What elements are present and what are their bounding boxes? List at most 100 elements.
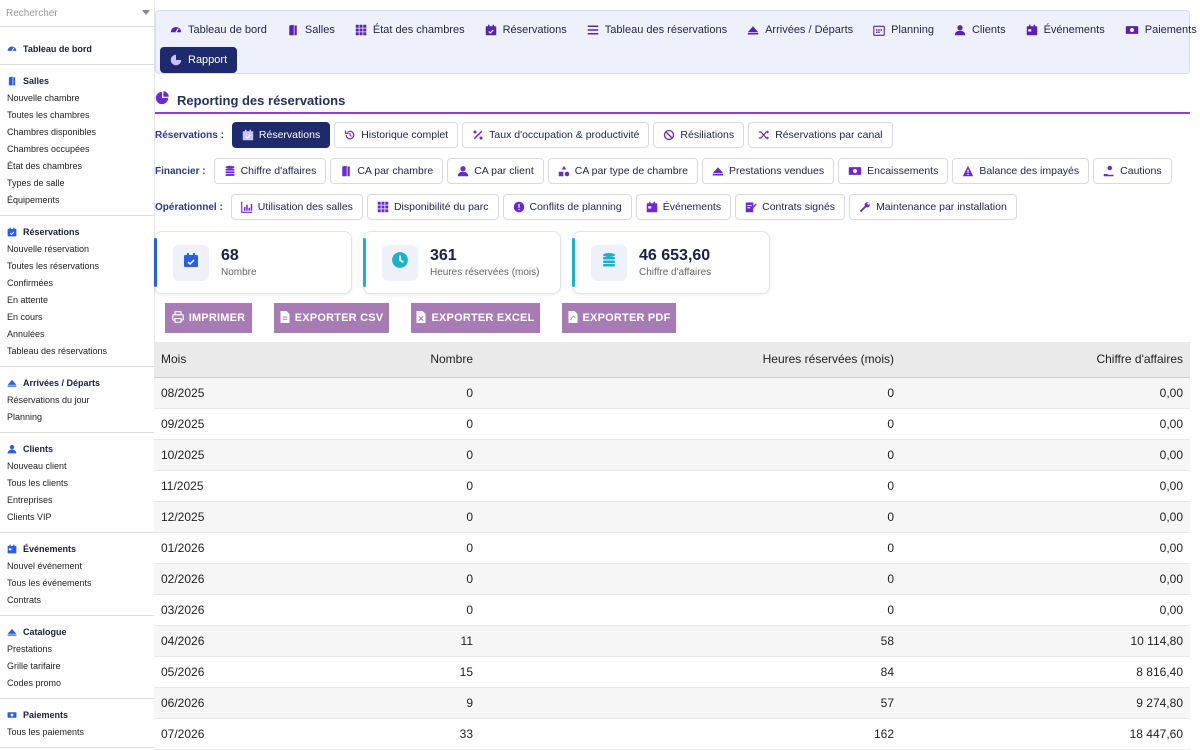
kpi-value: 46 653,60 <box>639 247 711 264</box>
sidebar-heading-label: Paiements <box>23 710 69 720</box>
column-header-mois[interactable]: Mois <box>154 342 334 378</box>
report-tab-ca-par-type-de-chambre[interactable]: CA par type de chambre <box>547 158 698 184</box>
sidebar-item-entreprises[interactable]: Entreprises <box>7 495 53 505</box>
sidebar-item-contrats[interactable]: Contrats <box>7 595 42 605</box>
cell-revenue: 0,00 <box>901 594 1190 626</box>
report-tab-ca-par-client[interactable]: CA par client <box>447 158 544 184</box>
sidebar-item-nouveau-client[interactable]: Nouveau client <box>7 461 67 471</box>
report-tab-disponibilite-du-parc[interactable]: Disponibilité du parc <box>366 194 499 220</box>
sidebar-item-etat-des-chambres[interactable]: État des chambres <box>7 161 83 171</box>
report-tab-taux-d-occupation-productivite[interactable]: Taux d'occupation & productivité <box>462 122 650 148</box>
sidebar-item-nouvelle-chambre[interactable]: Nouvelle chambre <box>7 93 80 103</box>
sidebar-item-toutes-les-reservations[interactable]: Toutes les réservations <box>7 261 100 271</box>
report-tab-ca-par-chambre[interactable]: CA par chambre <box>330 158 444 184</box>
sidebar-heading-label: Clients <box>23 444 54 454</box>
sidebar-item-tous-les-evenements[interactable]: Tous les événements <box>7 578 92 588</box>
export-csv-button[interactable]: EXPORTER CSV <box>274 303 389 333</box>
sidebar-item-planning[interactable]: Planning <box>7 412 43 422</box>
shapes-icon <box>558 165 570 177</box>
sidebar-item-prestations[interactable]: Prestations <box>7 644 53 654</box>
sidebar-group-catalogue: Catalogue Prestations Grille tarifaire Code… <box>0 616 154 699</box>
table-row: 04/2026 11 58 10 114,80 <box>154 625 1190 657</box>
cell-count: 15 <box>334 656 480 688</box>
report-tab-resiliations[interactable]: Résiliations <box>653 122 745 148</box>
calendar-grid-icon <box>873 24 885 36</box>
report-tab-historique-complet[interactable]: Historique complet <box>334 122 459 148</box>
sidebar-heading-tableau-de-bord[interactable]: Tableau de bord <box>0 41 154 58</box>
nav-arrivees-departs[interactable]: Arrivées / Départs <box>737 17 863 43</box>
nav-tableau-des-reservations[interactable]: Tableau des réservations <box>577 17 737 43</box>
export-pdf-label: EXPORTER PDF <box>582 312 671 324</box>
sidebar-heading-catalogue[interactable]: Catalogue <box>0 624 154 641</box>
report-tab-encaissements[interactable]: Encaissements <box>838 158 949 184</box>
nav-rapport[interactable]: Rapport <box>160 47 238 73</box>
sidebar-item-codes-promo[interactable]: Codes promo <box>7 678 62 688</box>
sidebar-item-clients-vip[interactable]: Clients VIP <box>7 512 52 522</box>
sidebar-item-tous-les-clients[interactable]: Tous les clients <box>7 478 69 488</box>
sidebar-heading-salles[interactable]: Salles <box>0 73 154 90</box>
sidebar-item-annulees[interactable]: Annulées <box>7 329 45 339</box>
report-tab-contrats-signes[interactable]: Contrats signés <box>735 194 846 220</box>
table-row: 11/2025 0 0 0,00 <box>154 470 1190 502</box>
cell-month: 03/2026 <box>154 594 334 626</box>
cell-count: 0 <box>334 594 480 626</box>
sidebar-item-toutes-les-chambres[interactable]: Toutes les chambres <box>7 110 90 120</box>
sidebar-item-equipements[interactable]: Équipements <box>7 195 60 205</box>
nav-tableau-de-bord[interactable]: Tableau de bord <box>160 17 277 43</box>
sidebar-item-nouvelle-reservation[interactable]: Nouvelle réservation <box>7 244 90 254</box>
cell-revenue: 0,00 <box>901 563 1190 595</box>
column-header-nombre[interactable]: Nombre <box>334 342 480 378</box>
sidebar-item-chambres-occupees[interactable]: Chambres occupées <box>7 144 90 154</box>
nav-paiements[interactable]: Paiements <box>1115 17 1200 43</box>
sidebar-item-en-cours[interactable]: En cours <box>7 312 43 322</box>
sidebar-heading-clients[interactable]: Clients <box>0 441 154 458</box>
cell-count: 11 <box>334 625 480 657</box>
kpi-card-nombre: 68 Nombre <box>154 231 352 294</box>
nav-clients[interactable]: Clients <box>944 17 1016 43</box>
sidebar-item-chambres-disponibles[interactable]: Chambres disponibles <box>7 127 97 137</box>
print-button[interactable]: IMPRIMER <box>165 303 252 333</box>
sidebar-item-types-de-salle[interactable]: Types de salle <box>7 178 65 188</box>
search-input[interactable]: Rechercher <box>0 0 154 27</box>
nav-label: État des chambres <box>372 24 465 36</box>
eject-icon <box>747 24 759 36</box>
column-header-heures[interactable]: Heures réservées (mois) <box>480 342 901 378</box>
sidebar-heading-arrivees-departs[interactable]: Arrivées / Départs <box>0 375 154 392</box>
report-tab-reservations[interactable]: Réservations <box>231 122 331 148</box>
chevron-down-icon[interactable] <box>142 10 150 15</box>
export-pdf-button[interactable]: EXPORTER PDF <box>562 303 676 333</box>
report-tab-utilisation-des-salles[interactable]: Utilisation des salles <box>230 194 363 220</box>
nav-etat-des-chambres[interactable]: État des chambres <box>345 17 475 43</box>
sidebar-item-en-attente[interactable]: En attente <box>7 295 49 305</box>
nav-label: Rapport <box>188 54 228 66</box>
report-tab-evenements[interactable]: Événements <box>635 194 732 220</box>
sidebar-item-confirmees[interactable]: Confirmées <box>7 278 54 288</box>
nav-planning[interactable]: Planning <box>863 17 944 43</box>
nav-reservations[interactable]: Réservations <box>475 17 577 43</box>
cell-count: 33 <box>334 718 480 750</box>
sidebar-heading-paiements[interactable]: Paiements <box>0 707 154 724</box>
sidebar-heading-reservations[interactable]: Réservations <box>0 224 154 241</box>
sidebar-item-tableau-des-reservations[interactable]: Tableau des réservations <box>7 346 108 356</box>
door-icon <box>287 24 299 36</box>
eject-icon <box>7 627 17 637</box>
sidebar-item-nouvel-evenement[interactable]: Nouvel événement <box>7 561 83 571</box>
report-tab-conflits-de-planning[interactable]: Conflits de planning <box>502 194 632 220</box>
sidebar-item-grille-tarifaire[interactable]: Grille tarifaire <box>7 661 61 671</box>
report-tab-label: Encaissements <box>867 165 939 177</box>
sidebar-item-tous-les-paiements[interactable]: Tous les paiements <box>7 727 85 737</box>
cell-revenue: 10 114,80 <box>901 625 1190 657</box>
sidebar-heading-evenements[interactable]: Événements <box>0 541 154 558</box>
report-tab-prestations-vendues[interactable]: Prestations vendues <box>701 158 835 184</box>
report-tab-cautions[interactable]: Cautions <box>1093 158 1172 184</box>
nav-evenements[interactable]: Événements <box>1016 17 1115 43</box>
report-tab-chiffre-d-affaires[interactable]: Chiffre d'affaires <box>213 158 327 184</box>
cell-count: 0 <box>334 377 480 409</box>
column-header-ca[interactable]: Chiffre d'affaires <box>901 342 1190 378</box>
report-tab-reservations-par-canal[interactable]: Réservations par canal <box>748 122 893 148</box>
sidebar-item-reservations-du-jour[interactable]: Réservations du jour <box>7 395 90 405</box>
report-tab-maintenance-par-installation[interactable]: Maintenance par installation <box>849 194 1017 220</box>
export-excel-button[interactable]: EXPORTER EXCEL <box>411 303 540 333</box>
report-tab-balance-des-impayes[interactable]: Balance des impayés <box>952 158 1090 184</box>
nav-salles[interactable]: Salles <box>277 17 345 43</box>
